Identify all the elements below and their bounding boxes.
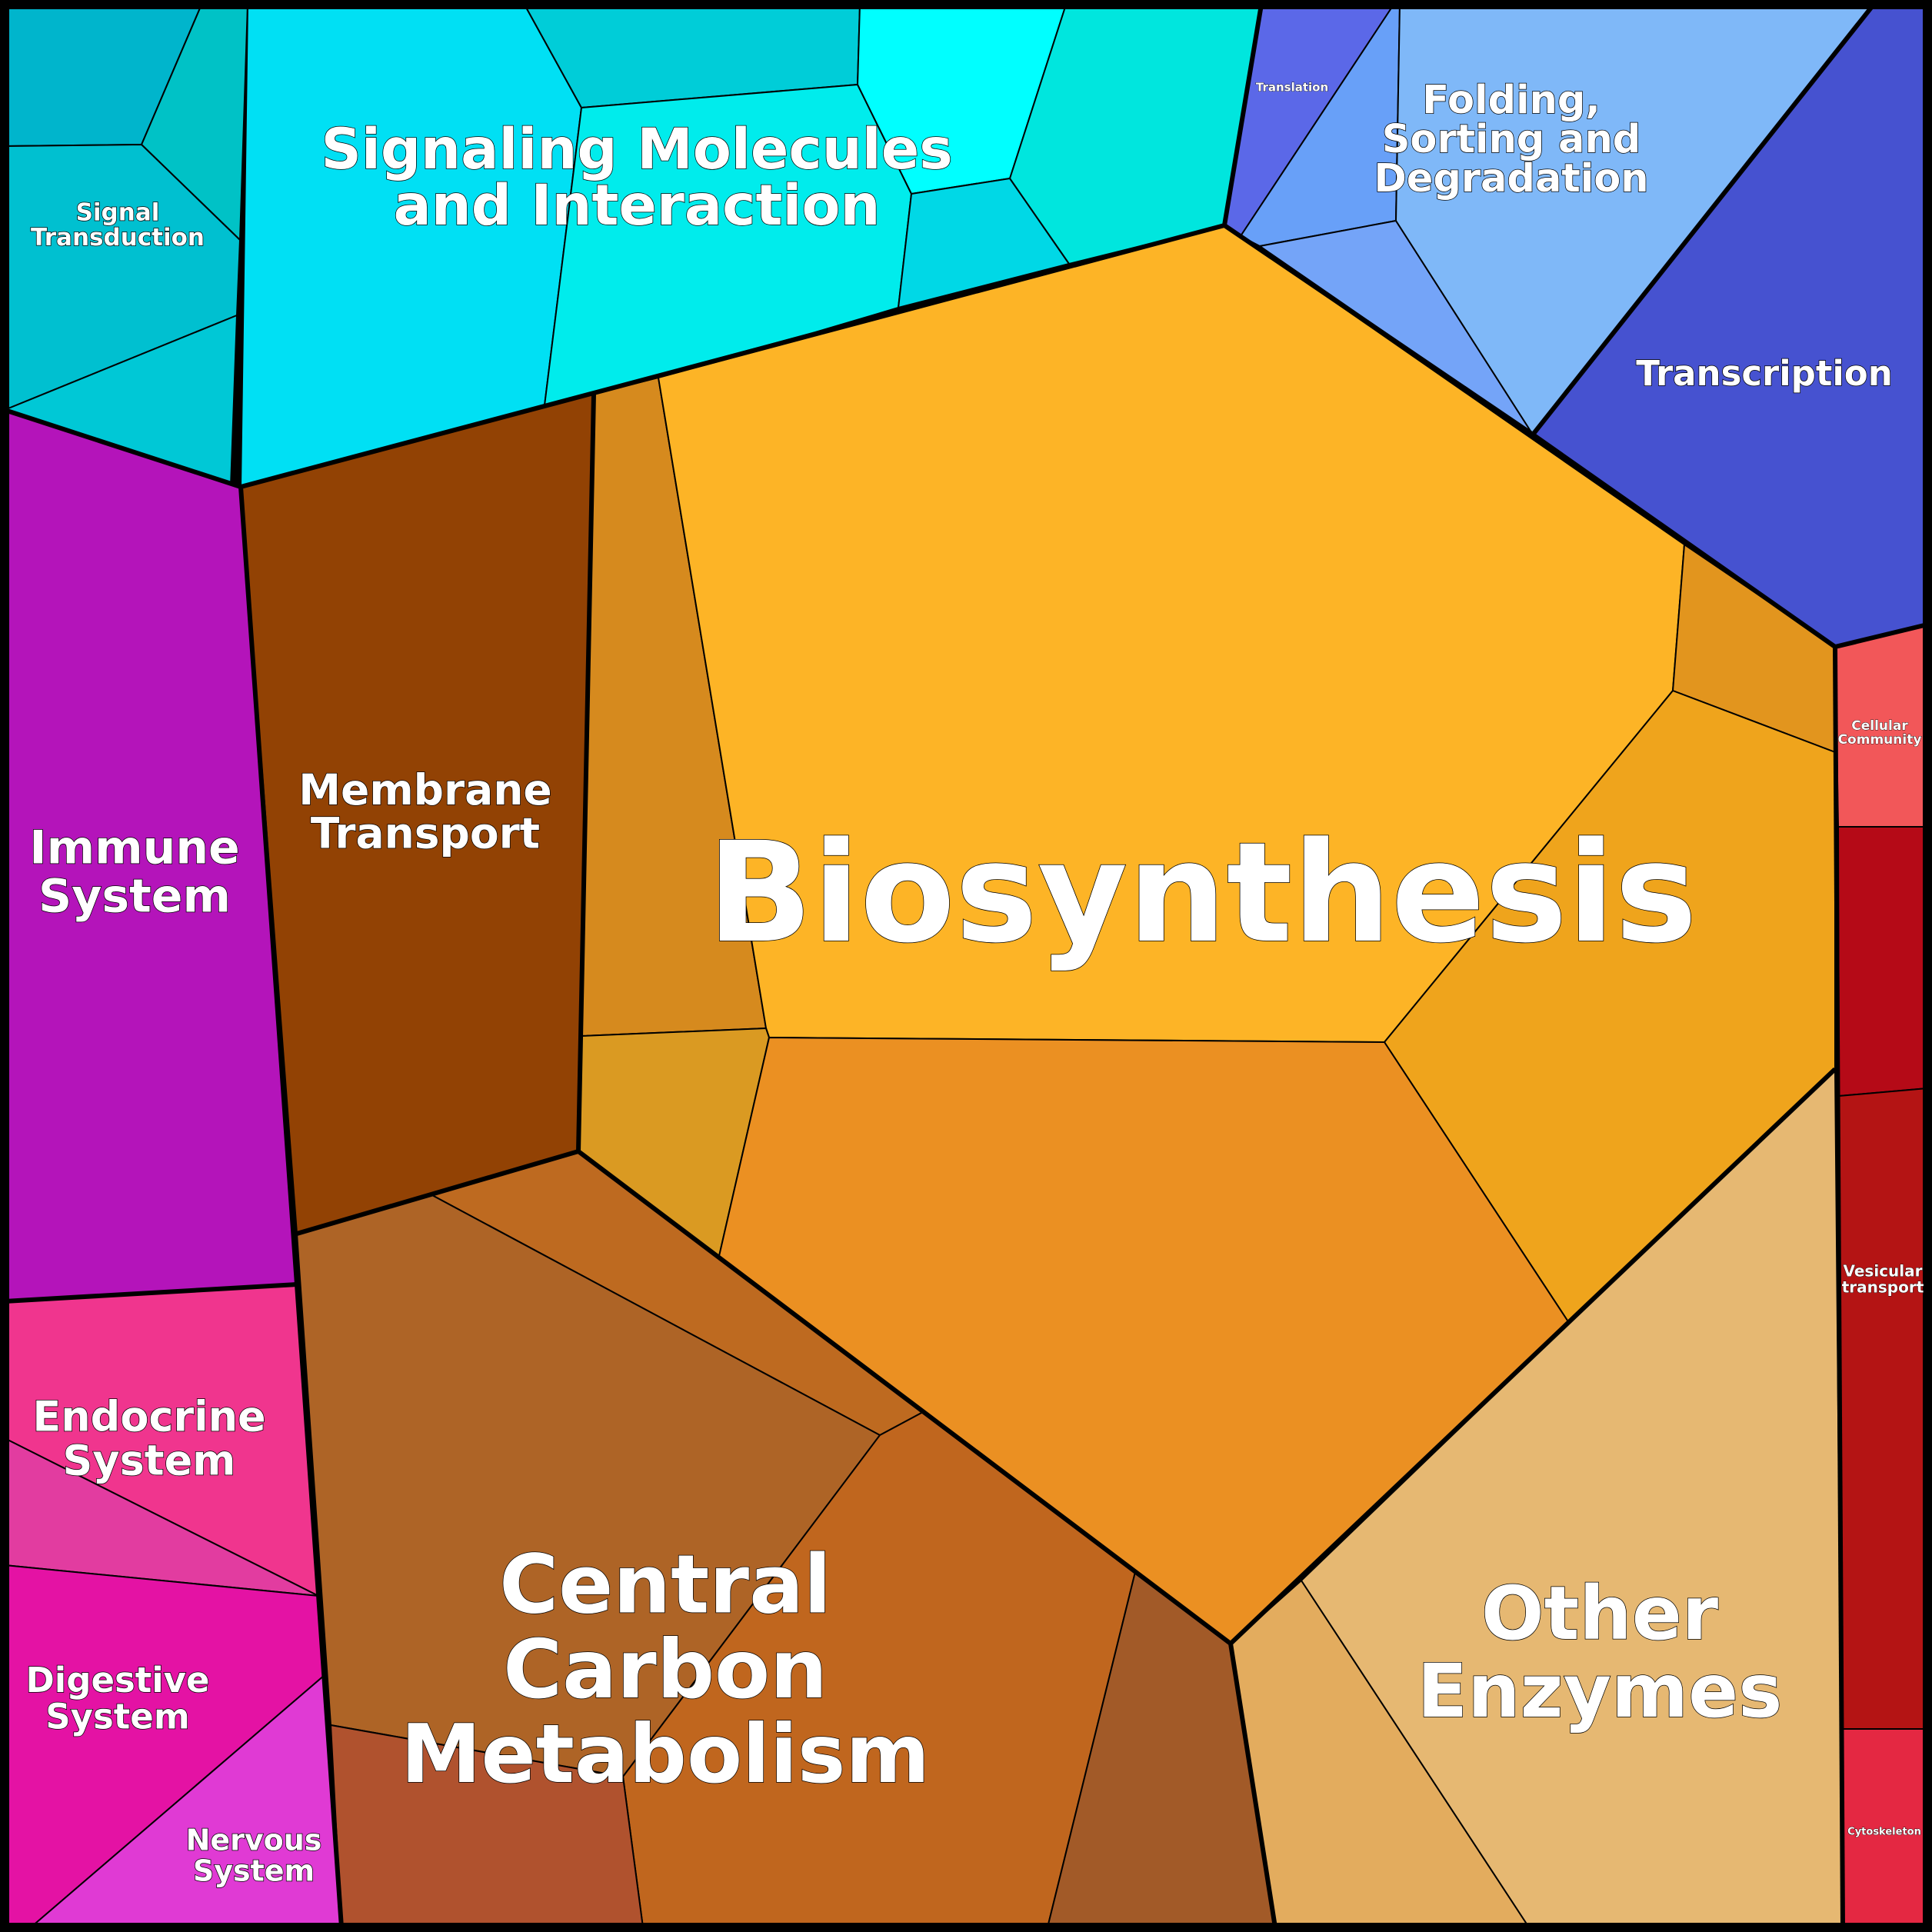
other-enzymes-label: Other Enzymes [1417,1571,1783,1734]
signal-transduction-group[interactable] [4,4,248,488]
cytoskeleton-label: Cytoskeleton [1847,1827,1921,1838]
folding-label: Folding, Sorting and Degradation [1374,78,1648,202]
vesicular-transport-label: Vesicular transport [1842,1262,1924,1297]
nervous-system-label: Nervous System [186,1823,322,1887]
labels: Signal Transduction Signaling Molecules an… [25,77,1924,1888]
vesicular-transport-group[interactable] [1837,826,1928,1730]
central-carbon-group[interactable] [296,1151,1276,1928]
central-carbon-label: Central Carbon Metabolism [401,1538,930,1802]
immune-system-label: Immune System [29,821,240,924]
endocrine-system-label: Endocrine System [32,1393,265,1485]
biosynthesis-group[interactable] [578,225,1836,1644]
membrane-transport-label: Membrane Transport [298,765,551,858]
biosynthesis-label: Biosynthesis [707,813,1697,974]
cellular-community-label: Cellular Community [1838,718,1922,748]
signaling-molecules-label: Signaling Molecules and Interaction [321,117,952,238]
translation-label: Translation [1256,80,1328,94]
digestive-system-label: Digestive System [25,1660,209,1737]
signaling-molecules-group[interactable] [240,4,1262,488]
signal-transduction-label: Signal Transduction [31,199,205,252]
folding-group[interactable] [1240,4,1874,435]
group-borders [4,3,1928,1928]
transcription-label: Transcription [1636,353,1893,394]
